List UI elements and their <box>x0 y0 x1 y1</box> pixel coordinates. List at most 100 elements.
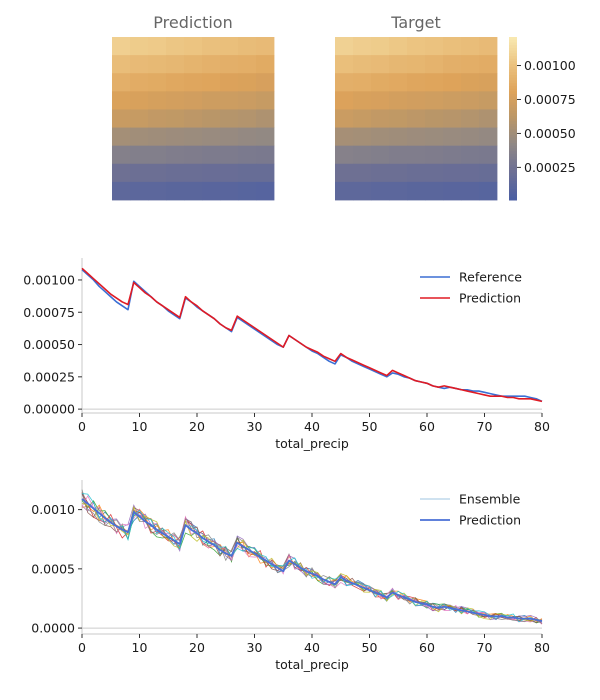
colorbar-segment <box>509 91 517 95</box>
colorbar-segment <box>509 113 517 117</box>
heatmap-cell <box>389 163 408 183</box>
heatmap-cell <box>220 127 239 147</box>
target-heatmap <box>335 37 498 201</box>
heatmap-cell <box>220 73 239 92</box>
heatmap-cell <box>425 109 444 128</box>
colorbar-segment <box>509 153 517 158</box>
heatmap-cell <box>112 127 131 147</box>
colorbar-segment <box>509 189 517 193</box>
colorbar-segment <box>509 161 517 166</box>
colorbar-segment <box>509 129 517 133</box>
heatmap-cell <box>407 109 426 128</box>
colorbar-segment <box>509 39 517 43</box>
prediction-heatmap-title: Prediction <box>153 13 232 32</box>
heatmap-cell <box>112 145 131 165</box>
colorbar-segment <box>509 145 517 149</box>
legend-label-prediction: Prediction <box>459 291 521 306</box>
heatmap-cell <box>335 145 354 165</box>
x-axis-label: total_precip <box>275 436 349 451</box>
heatmap-cell <box>220 37 239 56</box>
heatmap-cell <box>407 37 426 56</box>
heatmap-cell <box>184 109 203 128</box>
heatmap-cell <box>461 109 480 128</box>
colorbar-segment <box>509 175 517 179</box>
heatmap-cell <box>184 127 203 147</box>
heatmap-cell <box>184 145 203 165</box>
colorbar-segment <box>509 183 517 187</box>
heatmap-cell <box>479 55 498 74</box>
heatmap-cell <box>335 37 354 56</box>
heatmap-cell <box>202 37 221 56</box>
heatmap-cell <box>407 73 426 92</box>
heatmap-cell <box>220 55 239 74</box>
colorbar-segment <box>509 37 517 41</box>
heatmap-cell <box>443 73 462 92</box>
ensemble-line-chart: 0 10 20 30 40 50 60 70 80 0.0000 0.0005 0.0010 total… <box>31 480 550 672</box>
heatmap-cell <box>112 181 131 201</box>
heatmap-cell <box>130 37 149 56</box>
heatmap-cell <box>202 55 221 74</box>
heatmap-cell <box>443 145 462 165</box>
prediction-series-line <box>81 267 543 403</box>
y-tick-label: 0.0010 <box>31 502 75 517</box>
colorbar-segment <box>509 96 517 100</box>
heatmap-cell <box>389 127 408 147</box>
heatmap-cell <box>238 127 257 147</box>
colorbar-segment <box>509 80 517 84</box>
heatmap-cell <box>407 91 426 110</box>
colorbar-segment <box>509 186 517 190</box>
heatmap-cell <box>130 181 149 201</box>
heatmap-cell <box>353 181 372 201</box>
colorbar-segment <box>509 191 517 196</box>
heatmap-cell <box>202 91 221 110</box>
ensemble-member-line <box>81 489 543 624</box>
colorbar: 0.00025 0.00050 0.00075 0.00100 <box>509 37 576 201</box>
heatmap-cell <box>130 73 149 92</box>
x-axis-label: total_precip <box>275 657 349 672</box>
heatmap-cell <box>335 127 354 147</box>
heatmap-cell <box>148 109 167 128</box>
heatmap-cell <box>130 55 149 74</box>
heatmap-cell <box>238 91 257 110</box>
colorbar-segment <box>509 164 517 168</box>
heatmap-cell <box>461 127 480 147</box>
heatmap-cell <box>371 127 390 147</box>
heatmap-cell <box>256 163 275 183</box>
heatmap-cell <box>202 73 221 92</box>
heatmap-cell <box>184 37 203 56</box>
heatmap-cell <box>425 37 444 56</box>
y-tick-label: 0.00050 <box>23 337 75 352</box>
heatmap-cell <box>166 109 185 128</box>
legend-label-ensemble: Ensemble <box>459 492 521 507</box>
heatmap-cell <box>238 55 257 74</box>
colorbar-segment <box>509 85 517 90</box>
heatmap-cell <box>443 127 462 147</box>
heatmap-cell <box>461 163 480 183</box>
heatmap-cell <box>407 55 426 74</box>
colorbar-segment <box>509 72 517 76</box>
colorbar-tick-label: 0.00100 <box>524 58 576 73</box>
colorbar-segment <box>509 50 517 54</box>
y-tick-label: 0.00025 <box>23 369 75 384</box>
heatmap-cell <box>335 181 354 201</box>
heatmap-cell <box>335 91 354 110</box>
colorbar-segment <box>509 132 517 136</box>
heatmap-cell <box>353 127 372 147</box>
heatmap-cell <box>335 55 354 74</box>
heatmap-cell <box>166 55 185 74</box>
colorbar-segment <box>509 121 517 125</box>
heatmap-cell <box>353 91 372 110</box>
heatmap-cell <box>148 73 167 92</box>
heatmap-cell <box>425 163 444 183</box>
heatmap-cell <box>461 181 480 201</box>
colorbar-segment <box>509 110 517 114</box>
colorbar-segment <box>509 170 517 174</box>
colorbar-tick-label: 0.00075 <box>524 92 576 107</box>
colorbar-segment <box>509 94 517 98</box>
y-tick-label: 0.00075 <box>23 305 75 320</box>
heatmap-cell <box>112 37 131 56</box>
heatmap-cell <box>184 163 203 183</box>
heatmap-cell <box>130 145 149 165</box>
colorbar-segment <box>509 58 517 62</box>
heatmap-cell <box>389 181 408 201</box>
